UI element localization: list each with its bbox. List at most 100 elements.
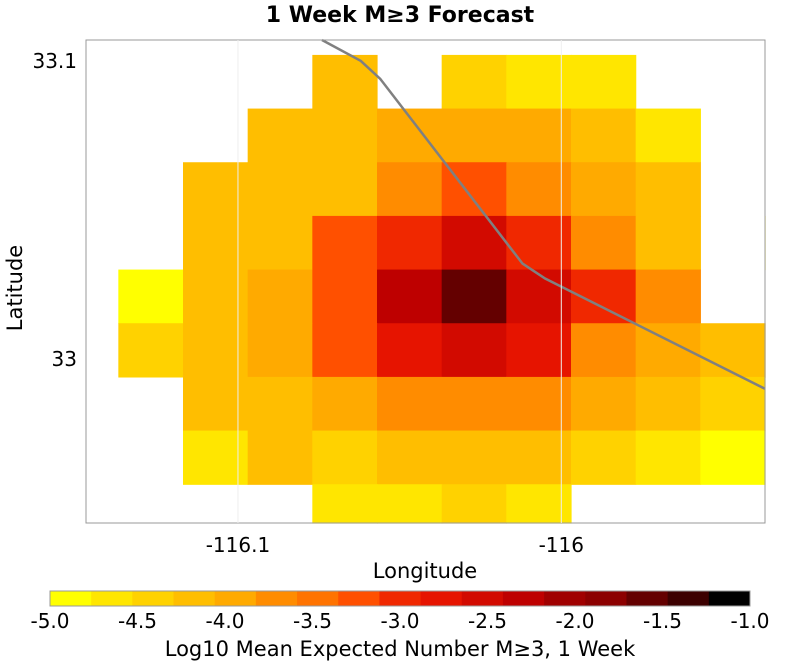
heatmap-cell (247, 108, 313, 163)
heatmap-cell (571, 376, 637, 432)
heatmap-cell (571, 323, 637, 378)
colorbar-segment (255, 591, 298, 606)
colorbar-segment (626, 591, 669, 606)
heatmap-cell (312, 323, 378, 378)
heatmap-cell (635, 376, 701, 432)
heatmap-cell (571, 108, 637, 163)
y-axis-ticks: 33 33.1 (32, 49, 77, 371)
heatmap-cell (247, 376, 313, 432)
heatmap-cell (635, 215, 701, 271)
colorbar-tick-label: -3.0 (380, 609, 419, 633)
plot-frame (85, 39, 766, 524)
colorbar-tick-label: -1.5 (643, 609, 682, 633)
colorbar-segment (50, 591, 92, 606)
heatmap-cell (377, 215, 443, 271)
colorbar-tick-label: -4.5 (118, 609, 157, 633)
heatmap-cell (700, 376, 766, 432)
colorbar-segment (338, 591, 380, 606)
colorbar-segment (544, 591, 586, 606)
colorbar-segment (420, 591, 463, 606)
heatmap-cell (506, 54, 572, 110)
heatmap-cell (506, 215, 572, 271)
heatmap-cell (183, 215, 249, 271)
heatmap-cell (635, 269, 701, 324)
heatmap-cell (312, 376, 378, 432)
heatmap-cell (506, 430, 572, 485)
heatmap-cell (506, 376, 572, 432)
heatmap-cell (506, 108, 572, 163)
heatmap-cell (506, 162, 572, 217)
heatmap-cell (571, 54, 637, 110)
colorbar-tick-label: -3.5 (293, 609, 332, 633)
heatmap-cell (700, 323, 766, 378)
y-axis-label: Latitude (3, 245, 27, 331)
heatmap-cell (247, 430, 313, 485)
heatmap-cell (312, 430, 378, 485)
heatmap-cell (635, 162, 701, 217)
x-axis-ticks: -116.1 -116 (206, 40, 584, 557)
colorbar-ticks: -5.0 -4.5 -4.0 -3.5 -3.0 -2.5 -2.0 -1.5 -1.0 (30, 609, 769, 633)
heatmap-cell (635, 430, 701, 485)
heatmap-cell (441, 108, 507, 163)
heatmap-cell (183, 323, 249, 378)
heatmap-cell (247, 323, 313, 378)
heatmap-cell (118, 269, 184, 324)
heatmap-cell (183, 430, 249, 485)
colorbar-frame (49, 590, 751, 607)
colorbar-segment (173, 591, 216, 606)
chart-title: 1 Week M≥3 Forecast (266, 3, 535, 28)
heatmap-cell (441, 430, 507, 485)
colorbar-segment (379, 591, 422, 606)
heatmap-cell (506, 323, 572, 378)
heatmap-cell (571, 430, 637, 485)
heatmap-cell (247, 162, 313, 217)
heatmap-cell (312, 54, 378, 110)
colorbar-label: Log10 Mean Expected Number M≥3, 1 Week (165, 637, 636, 661)
colorbar-segment (297, 591, 339, 606)
colorbar-tick-label: -5.0 (30, 609, 69, 633)
heatmap-cell (312, 215, 378, 271)
colorbar-segment (502, 591, 545, 606)
heatmap-cell (377, 269, 443, 324)
x-tick-label: -116 (539, 533, 584, 557)
heatmap-cell (441, 376, 507, 432)
heatmap-cell (183, 376, 249, 432)
heatmap-cell (377, 323, 443, 378)
heatmap-cell (441, 323, 507, 378)
y-tick-label: 33 (52, 347, 77, 371)
y-tick-label: 33.1 (32, 49, 77, 73)
heatmap-cell (183, 162, 249, 217)
colorbar-segment (461, 591, 504, 606)
heatmap-cell (377, 376, 443, 432)
x-axis-label: Longitude (373, 559, 477, 583)
heatmap-cell (441, 54, 507, 110)
heatmap-cell (441, 269, 507, 324)
heatmap-cell (118, 323, 184, 378)
colorbar-segment (585, 591, 627, 606)
x-tick-label: -116.1 (206, 533, 270, 557)
colorbar-segment (91, 591, 133, 606)
heatmap-cell (571, 162, 637, 217)
heatmap-cell (700, 430, 766, 485)
colorbar-tick-label: -1.0 (730, 609, 769, 633)
heatmap-cell (312, 108, 378, 163)
heatmap-cell (247, 215, 313, 271)
heatmap-cell (377, 484, 443, 524)
heatmap-cell (247, 269, 313, 324)
colorbar-tick-label: -2.0 (555, 609, 594, 633)
heatmap-cell (312, 162, 378, 217)
heatmap-cell (506, 269, 572, 324)
colorbar-segment (132, 591, 175, 606)
heatmap-cell (377, 162, 443, 217)
heatmap-cell (183, 269, 249, 324)
heatmap-cell (377, 430, 443, 485)
heatmap-cell (441, 484, 507, 524)
colorbar-segment (667, 591, 710, 606)
heatmap-cell (441, 215, 507, 271)
colorbar-segment (708, 591, 751, 606)
heatmap-cell (312, 484, 378, 524)
heatmap-cell (506, 484, 572, 524)
heatmap-cell (571, 215, 637, 271)
colorbar (49, 590, 751, 607)
